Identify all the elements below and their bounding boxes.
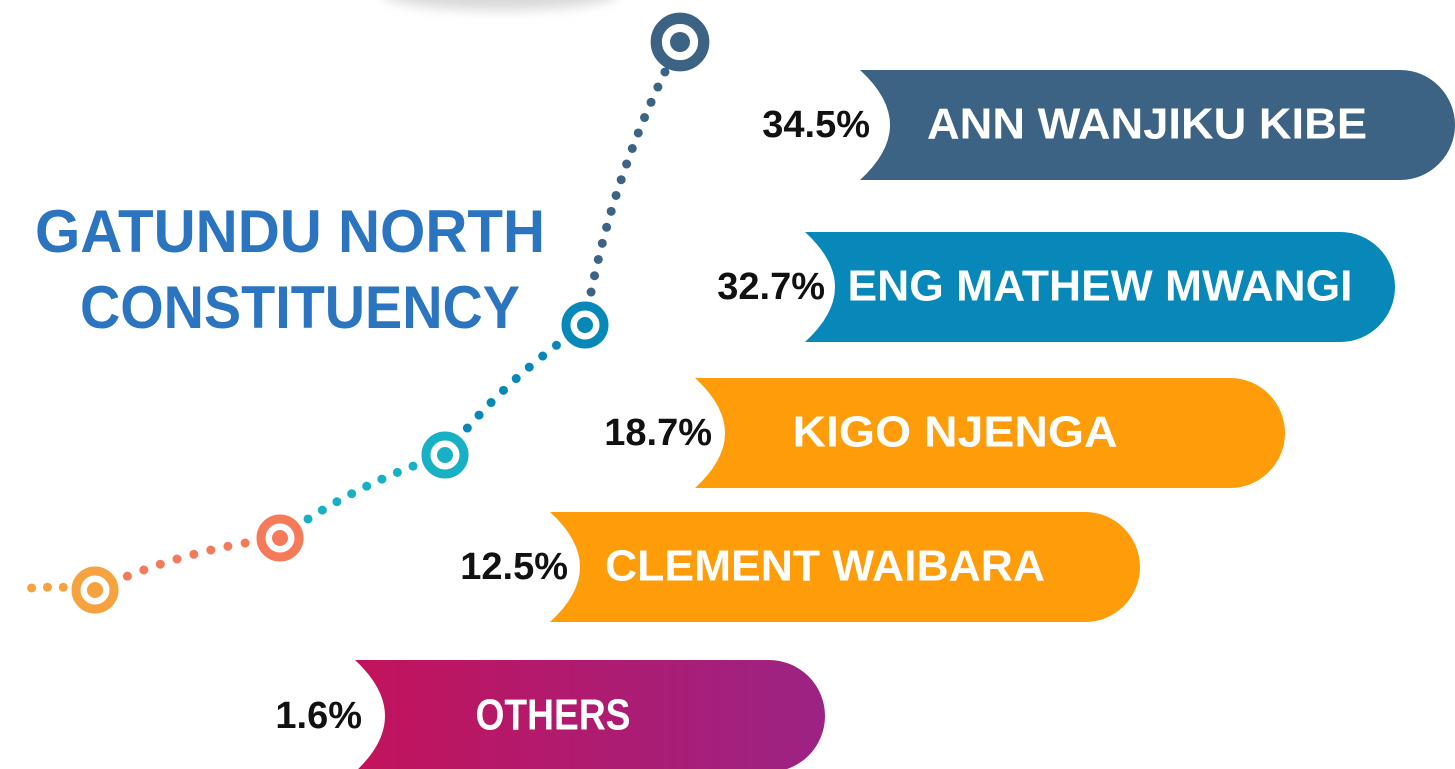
path-dot — [538, 351, 548, 361]
path-dot — [189, 549, 199, 559]
title-line: GATUNDU NORTH — [35, 198, 545, 265]
path-dot — [611, 190, 621, 200]
path-dot — [606, 206, 616, 216]
path-dot — [122, 571, 132, 581]
path-dot — [622, 159, 632, 169]
ring-dot — [272, 530, 288, 546]
path-dot — [303, 514, 313, 524]
path-dot — [408, 461, 418, 471]
candidate-name: CLEMENT WAIBARA — [605, 542, 1045, 591]
path-dot — [206, 545, 216, 555]
candidate-name: ENG MATHEW MWANGI — [848, 262, 1353, 311]
path-dot — [551, 340, 561, 350]
ring-dot — [87, 582, 103, 598]
name-pill — [550, 512, 1140, 622]
path-dot — [42, 582, 52, 592]
path-dot — [498, 385, 508, 395]
path-dot — [627, 143, 637, 153]
path-dot — [155, 559, 165, 569]
title-line: CONSTITUENCY — [80, 274, 520, 341]
candidate-name: ANN WANJIKU KIBE — [927, 100, 1367, 149]
path-dot — [58, 582, 68, 592]
path-dot — [139, 565, 149, 575]
path-dot — [240, 538, 250, 548]
ring-dot — [670, 32, 690, 52]
path-dot — [332, 497, 342, 507]
name-pill — [695, 378, 1285, 488]
path-dot — [392, 467, 402, 477]
name-pill — [805, 232, 1395, 342]
candidate-percent: 12.5% — [460, 546, 568, 588]
candidate-percent: 34.5% — [762, 104, 870, 146]
path-dot — [633, 128, 643, 138]
path-dot — [486, 398, 496, 408]
path-dot — [616, 175, 626, 185]
path-dot — [317, 505, 327, 515]
path-dot — [660, 67, 670, 77]
path-dot — [362, 481, 372, 491]
top-shadow — [392, 0, 608, 10]
path-dot — [511, 374, 521, 384]
path-dot — [172, 554, 182, 564]
path-dot — [640, 113, 650, 123]
path-dot — [597, 238, 607, 248]
path-dot — [223, 541, 233, 551]
path-dot — [646, 97, 656, 107]
ring-dot — [577, 317, 593, 333]
path-dot — [377, 474, 387, 484]
path-dot — [602, 222, 612, 232]
ring-dot — [437, 447, 453, 463]
candidate-percent: 18.7% — [604, 412, 712, 454]
path-dot — [653, 82, 663, 92]
path-dot — [586, 287, 596, 297]
path-dot — [462, 423, 472, 433]
path-dot — [524, 362, 534, 372]
path-dot — [590, 271, 600, 281]
candidate-name: OTHERS — [476, 691, 631, 740]
path-dot — [347, 489, 357, 499]
name-pill — [355, 660, 825, 769]
name-pill — [860, 70, 1455, 180]
path-dot — [27, 583, 37, 593]
path-dot — [474, 410, 484, 420]
candidate-percent: 32.7% — [717, 266, 825, 308]
candidate-name: KIGO NJENGA — [793, 408, 1118, 457]
path-dot — [593, 254, 603, 264]
candidate-percent: 1.6% — [275, 695, 362, 737]
